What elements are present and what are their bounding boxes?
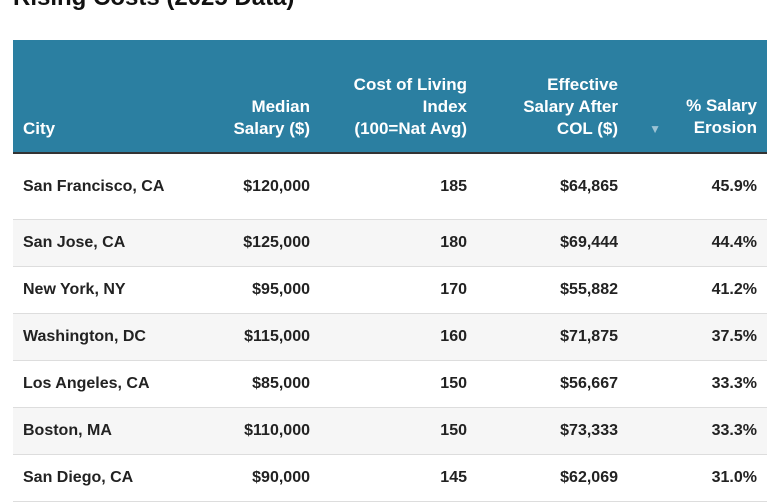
table-cell: $71,875 bbox=[477, 313, 628, 361]
table-cell: Washington, DC bbox=[13, 313, 190, 361]
table-cell: 180 bbox=[320, 219, 477, 267]
data-table: City Median Salary ($) Cost of Living Inde… bbox=[13, 40, 767, 502]
table-cell: $110,000 bbox=[190, 407, 320, 455]
header-text: City bbox=[23, 119, 56, 138]
sort-indicator: ▼ bbox=[649, 122, 661, 136]
table-row: Washington, DC $115,000 160 $71,875 37.5% bbox=[13, 313, 767, 361]
table-cell: San Jose, CA bbox=[13, 219, 190, 267]
table-row: Boston, MA $110,000 150 $73,333 33.3% bbox=[13, 407, 767, 455]
table-cell: $90,000 bbox=[190, 454, 320, 502]
column-header[interactable]: Effective Salary After COL ($) bbox=[477, 40, 628, 154]
table-cell: 145 bbox=[320, 454, 477, 502]
table-cell: 41.2% bbox=[628, 266, 767, 314]
table-cell: $120,000 bbox=[190, 153, 320, 220]
header-text: Cost of Living Index (100=Nat Avg) bbox=[353, 75, 467, 138]
table-cell: 185 bbox=[320, 153, 477, 220]
column-header[interactable]: ▼ % Salary Erosion bbox=[628, 40, 767, 154]
table-cell: San Francisco, CA bbox=[13, 153, 190, 220]
header-text: Median Salary ($) bbox=[233, 97, 310, 138]
table-row: San Francisco, CA $120,000 185 $64,865 45.9% bbox=[13, 153, 767, 220]
table-cell: $73,333 bbox=[477, 407, 628, 455]
table-cell: Boston, MA bbox=[13, 407, 190, 455]
table-cell: 150 bbox=[320, 407, 477, 455]
table-cell: 33.3% bbox=[628, 360, 767, 408]
table-cell: $64,865 bbox=[477, 153, 628, 220]
header-text: Effective Salary After COL ($) bbox=[523, 75, 618, 138]
table-cell: $69,444 bbox=[477, 219, 628, 267]
table-cell: $56,667 bbox=[477, 360, 628, 408]
table-cell: New York, NY bbox=[13, 266, 190, 314]
table-row: New York, NY $95,000 170 $55,882 41.2% bbox=[13, 266, 767, 314]
table-cell: $95,000 bbox=[190, 266, 320, 314]
page: Rising Costs (2025 Data) City Median Sala… bbox=[13, 0, 767, 502]
table-body: San Francisco, CA $120,000 185 $64,865 45.9%… bbox=[13, 153, 767, 502]
table-cell: $85,000 bbox=[190, 360, 320, 408]
table-cell: 37.5% bbox=[628, 313, 767, 361]
header-text: % Salary Erosion bbox=[686, 96, 757, 137]
header-row: City Median Salary ($) Cost of Living Inde… bbox=[13, 40, 767, 154]
table-cell: $55,882 bbox=[477, 266, 628, 314]
table-cell: $62,069 bbox=[477, 454, 628, 502]
table-row: San Jose, CA $125,000 180 $69,444 44.4% bbox=[13, 219, 767, 267]
column-header[interactable]: Median Salary ($) bbox=[190, 40, 320, 154]
table-cell: 170 bbox=[320, 266, 477, 314]
column-header[interactable]: City bbox=[13, 40, 190, 154]
table-cell: 45.9% bbox=[628, 153, 767, 220]
table-cell: 160 bbox=[320, 313, 477, 361]
table-cell: $115,000 bbox=[190, 313, 320, 361]
table-cell: 33.3% bbox=[628, 407, 767, 455]
column-header[interactable]: Cost of Living Index (100=Nat Avg) bbox=[320, 40, 477, 154]
title: Rising Costs (2025 Data) bbox=[13, 0, 294, 12]
table-row: San Diego, CA $90,000 145 $62,069 31.0% bbox=[13, 454, 767, 502]
table-row: Los Angeles, CA $85,000 150 $56,667 33.3% bbox=[13, 360, 767, 408]
table-cell: San Diego, CA bbox=[13, 454, 190, 502]
table-cell: 44.4% bbox=[628, 219, 767, 267]
table-cell: 31.0% bbox=[628, 454, 767, 502]
table-cell: 150 bbox=[320, 360, 477, 408]
table-cell: Los Angeles, CA bbox=[13, 360, 190, 408]
table-cell: $125,000 bbox=[190, 219, 320, 267]
